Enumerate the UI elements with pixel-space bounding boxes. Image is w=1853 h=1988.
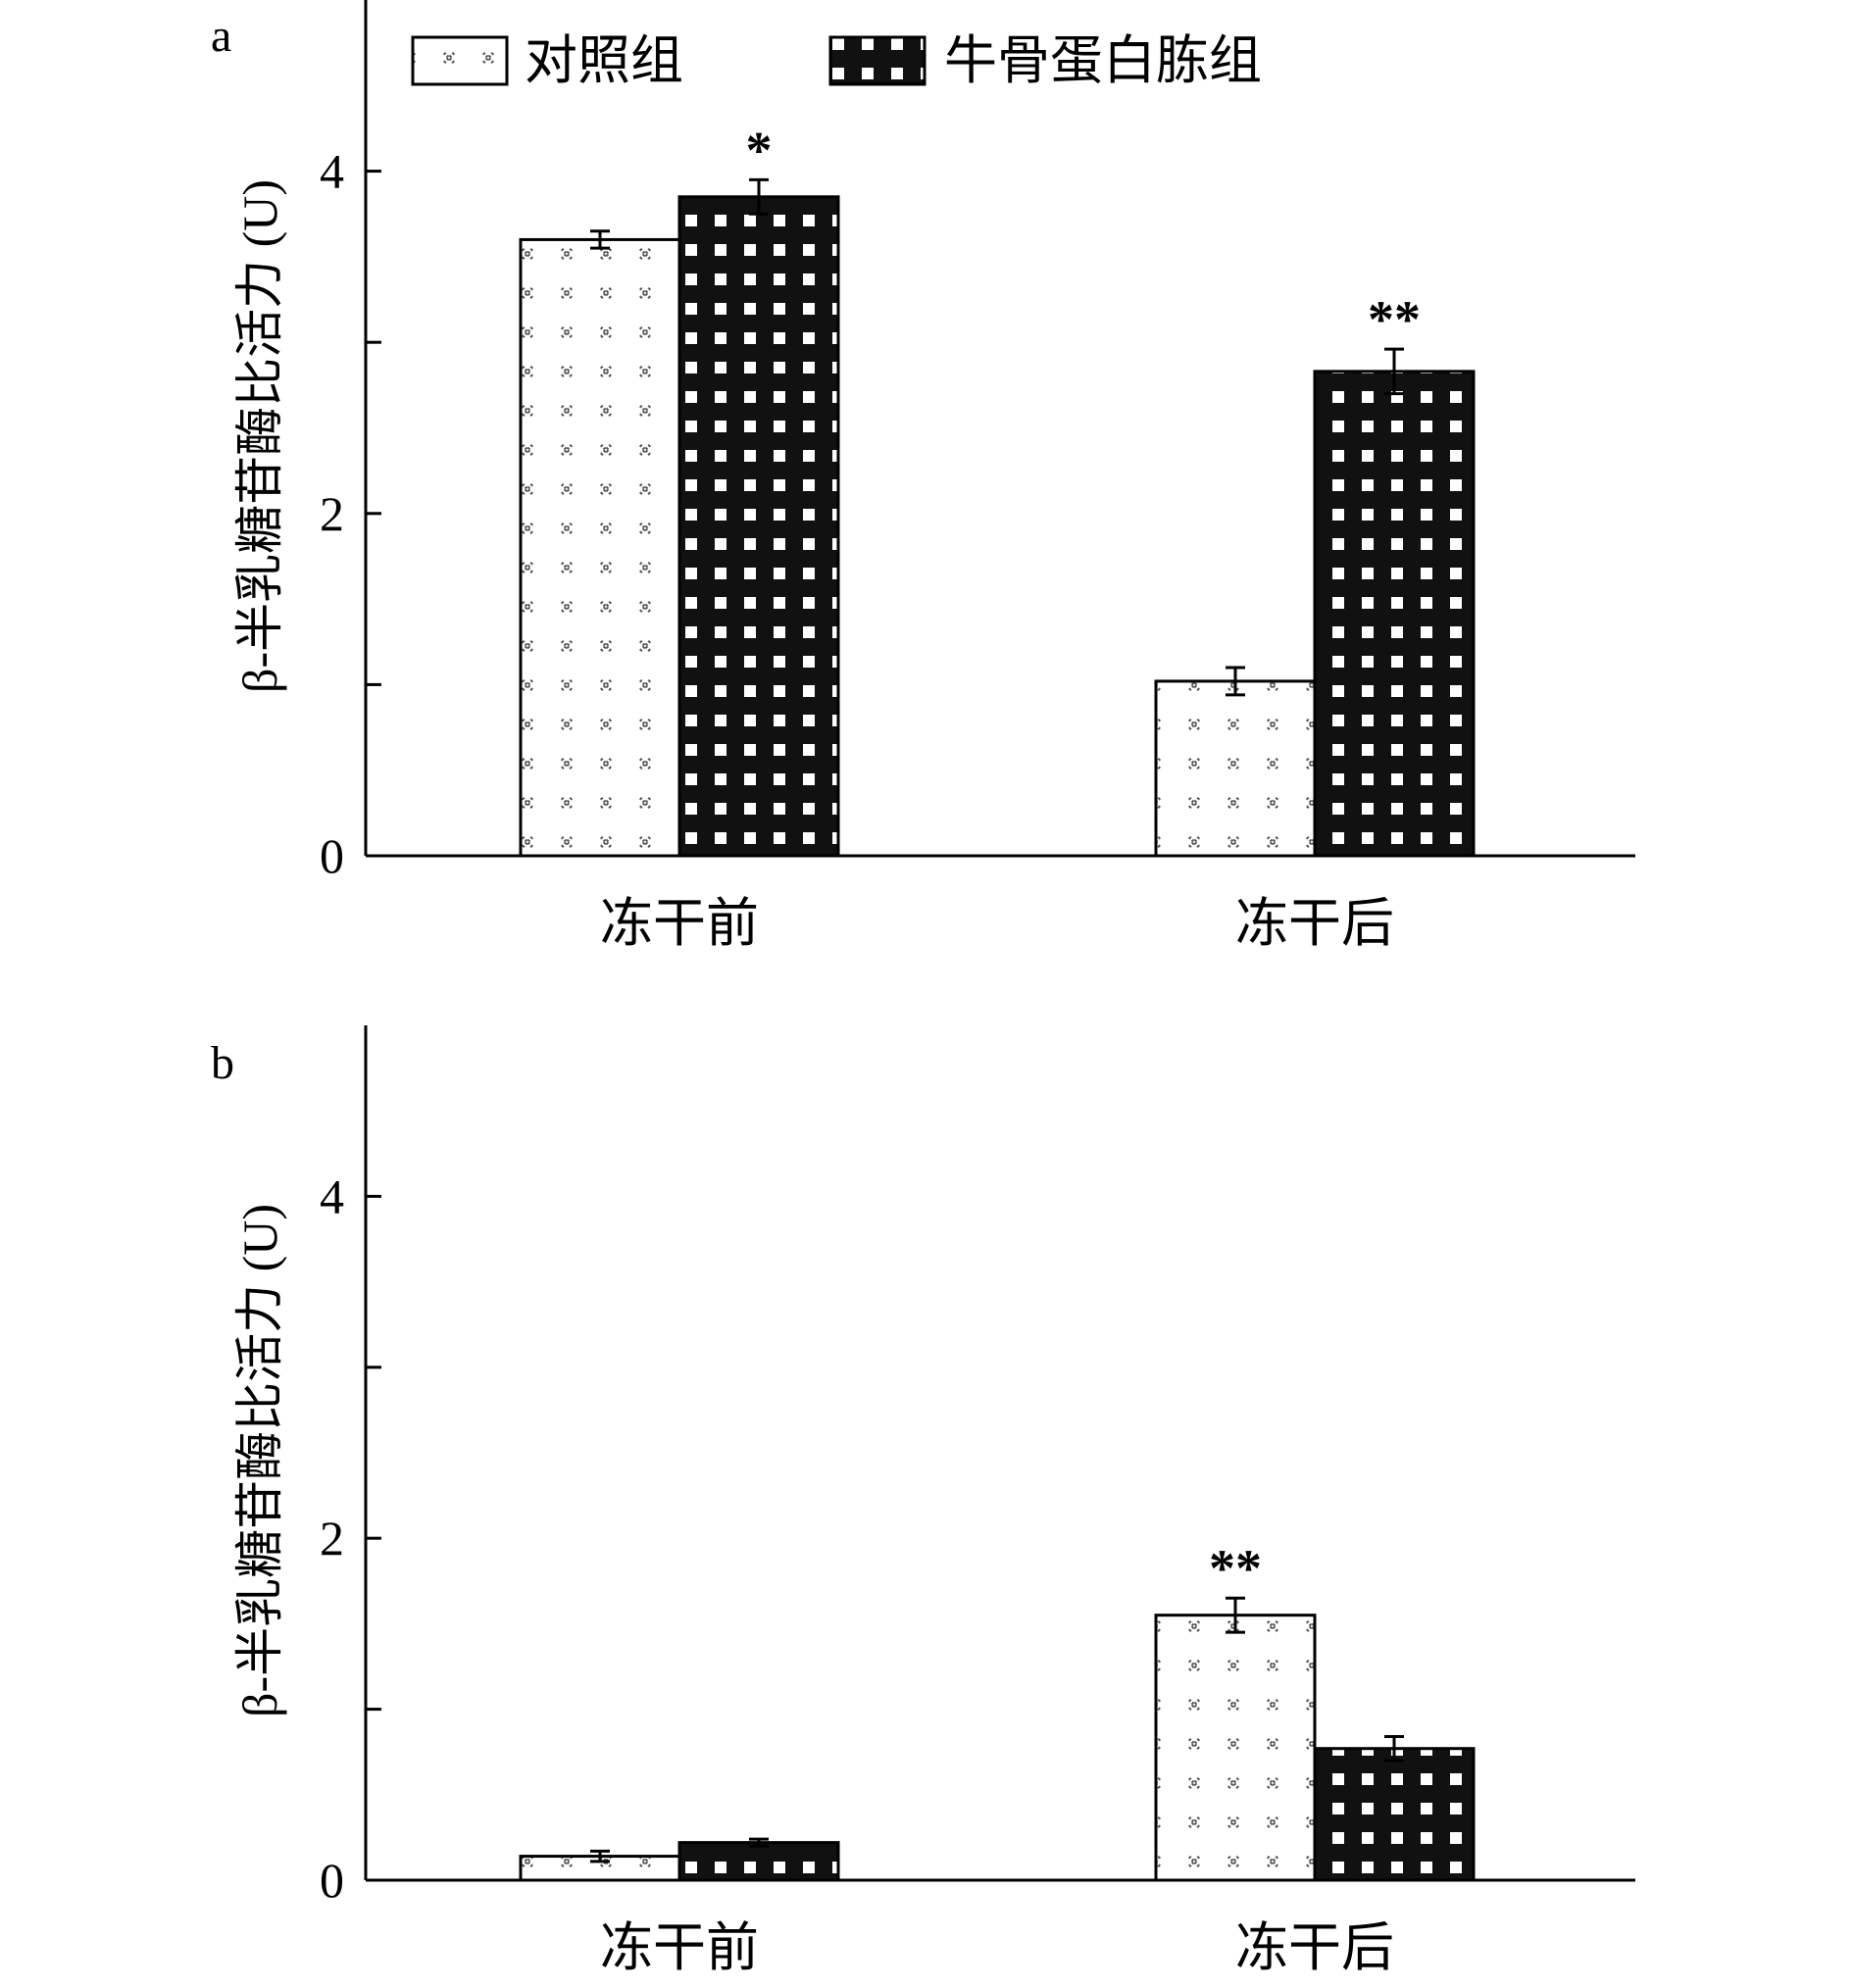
y-tick-label: 4 (320, 144, 344, 199)
significance-label: ** (1209, 1539, 1262, 1598)
panel-b-x-labels: 冻干前 冻干后 (600, 1918, 1394, 1977)
x-category-label: 冻干后 (1235, 894, 1394, 953)
panel-a-y-axis-label: β-半乳糖苷酶比活力 (U) (232, 179, 287, 693)
bar-treatment (677, 195, 840, 858)
y-tick-label: 0 (320, 828, 344, 883)
legend-swatch-control (411, 35, 509, 86)
y-tick-label: 2 (320, 486, 344, 541)
significance-label: ** (1368, 290, 1421, 349)
panel-b-y-axis-label: β-半乳糖苷酶比活力 (U) (232, 1204, 287, 1717)
panel-a-bars: *** (519, 121, 1476, 858)
legend-label-control: 对照组 (525, 31, 683, 90)
legend-item-control: 对照组 (411, 31, 683, 90)
x-category-label: 冻干前 (600, 1918, 759, 1977)
bar-control (1154, 679, 1317, 858)
legend-swatch-treatment (828, 35, 926, 86)
bar-control (1154, 1614, 1317, 1882)
bar-treatment (1313, 370, 1476, 858)
bar-treatment (677, 1841, 840, 1882)
legend-item-treatment: 牛骨蛋白胨组 (828, 31, 1262, 90)
panel-b: b β-半乳糖苷酶比活力 (U) ** 0 2 4 冻干前 冻干后 (211, 1025, 1635, 1977)
panel-b-letter: b (211, 1037, 234, 1089)
legend-label-treatment: 牛骨蛋白胨组 (944, 31, 1262, 90)
panel-b-y-ticks: 0 2 4 (320, 1025, 1635, 1908)
y-tick-label: 4 (320, 1168, 344, 1223)
x-category-label: 冻干前 (600, 894, 759, 953)
panel-b-bars: ** (519, 1539, 1476, 1882)
bar-treatment (1313, 1747, 1476, 1882)
legend: 对照组 牛骨蛋白胨组 (411, 31, 1262, 90)
bar-control (519, 237, 681, 858)
panel-a-x-labels: 冻干前 冻干后 (600, 894, 1394, 953)
x-category-label: 冻干后 (1235, 1918, 1394, 1977)
panel-a: a β-半乳糖苷酶比活力 (U) *** 024 冻干前 冻干后 (211, 0, 1635, 953)
y-tick-label: 0 (320, 1853, 344, 1908)
significance-label: * (746, 121, 773, 179)
panel-a-y-ticks: 0 2 4 (320, 0, 1635, 883)
y-tick-label: 2 (320, 1511, 344, 1566)
panel-a-letter: a (211, 10, 231, 62)
